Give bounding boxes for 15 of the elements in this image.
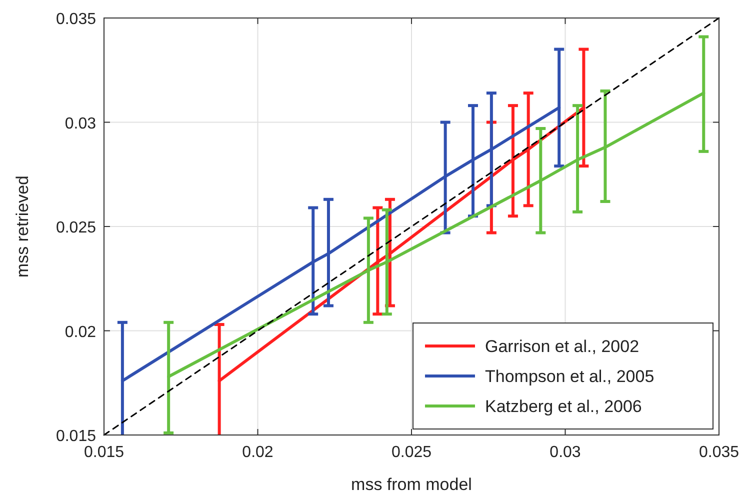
x-tick-label: 0.03 xyxy=(550,444,581,461)
legend-label: Thompson et al., 2005 xyxy=(485,367,654,386)
x-tick-label: 0.015 xyxy=(84,444,124,461)
x-tick-label: 0.035 xyxy=(698,444,740,461)
x-tick-label: 0.025 xyxy=(391,444,432,461)
y-axis-title: mss retrieved xyxy=(13,175,32,278)
x-tick-label: 0.02 xyxy=(242,444,274,461)
x-axis-title: mss from model xyxy=(351,475,472,494)
y-tick-label: 0.025 xyxy=(56,220,96,236)
y-tick-label: 0.035 xyxy=(56,11,96,28)
y-tick-label: 0.015 xyxy=(56,428,96,445)
y-tick-label: 0.02 xyxy=(64,324,96,341)
y-tick-label: 0.03 xyxy=(64,115,96,132)
legend-label: Garrison et al., 2002 xyxy=(485,337,640,356)
legend-label: Katzberg et al., 2006 xyxy=(485,397,642,416)
